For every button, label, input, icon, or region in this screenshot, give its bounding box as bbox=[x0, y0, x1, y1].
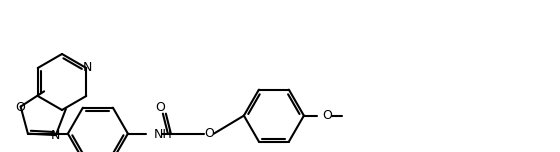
Text: N: N bbox=[51, 129, 60, 142]
Text: O: O bbox=[16, 101, 26, 114]
Text: O: O bbox=[204, 127, 214, 140]
Text: NH: NH bbox=[154, 128, 172, 141]
Text: O: O bbox=[155, 101, 165, 114]
Text: O: O bbox=[322, 109, 332, 122]
Text: N: N bbox=[82, 62, 92, 74]
